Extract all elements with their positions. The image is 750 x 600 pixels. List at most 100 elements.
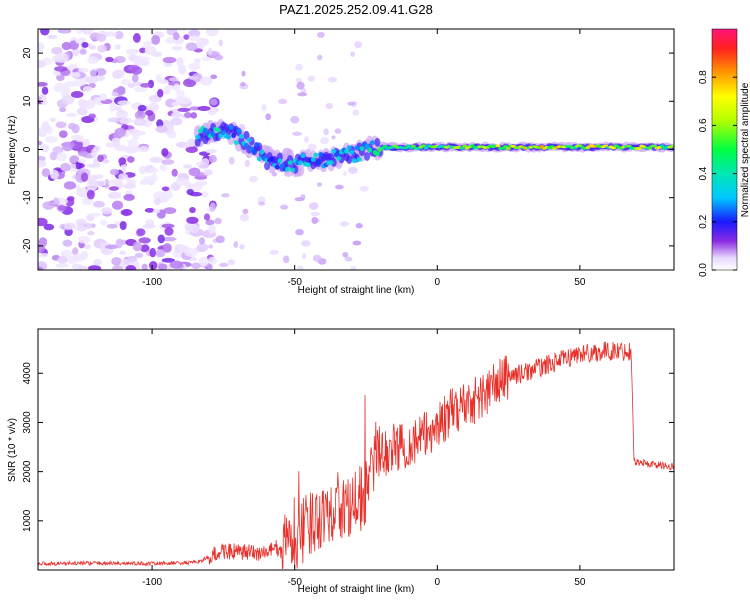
heatmap-cell [218,39,223,47]
heatmap-cell [200,191,209,198]
heatmap-cell [162,56,177,64]
heatmap-cell [183,164,192,169]
heatmap-cell [342,170,347,176]
heatmap-cell [87,212,101,217]
heatmap-cell [123,193,135,201]
heatmap-ridge-cell [495,144,501,148]
heatmap-cell [248,175,259,183]
spectrogram-panel: -100 -50 0 50 20 10 0 -10 -20 Height of straigh… [7,28,675,296]
heatmap-cell [92,200,106,208]
heatmap-cell [50,169,59,180]
heatmap-cell [331,135,336,140]
spectrogram-y-tick-label: 0 [22,146,33,152]
heatmap-ridge-cell [469,144,475,148]
heatmap-cell [38,81,48,87]
heatmap-cell [155,249,166,258]
heatmap-cell [63,81,77,88]
heatmap-cell [38,140,43,146]
heatmap-cell [57,29,72,34]
heatmap-ridge-cell [423,146,429,150]
heatmap-cell [60,249,73,258]
heatmap-cell [143,41,153,46]
snr-x-tick-label: -50 [287,577,302,588]
heatmap-cell [75,218,87,227]
heatmap-cell [79,48,87,55]
heatmap-cell [118,157,127,165]
heatmap-cell [194,58,201,64]
snr-y-tick-label: 2000 [22,460,33,483]
heatmap-cell [127,156,135,163]
heatmap-cell [145,109,154,116]
snr-y-ticks: 1000 2000 3000 4000 [22,362,674,532]
heatmap-cell [157,89,164,98]
heatmap-cell [54,66,68,72]
heatmap-cell [157,246,165,251]
heatmap-cell [108,186,119,191]
heatmap-cell [83,99,96,110]
heatmap-cell [171,168,178,177]
heatmap-ridge-cell [354,145,360,151]
heatmap-ridge-cell [670,144,674,148]
heatmap-cell [94,75,106,82]
heatmap-cell [86,163,101,168]
heatmap-ridge-cell [210,131,216,137]
heatmap-cell [130,66,143,75]
heatmap-cell [51,46,63,55]
snr-x-tick-label: -100 [142,577,162,588]
heatmap-cell [186,216,199,224]
heatmap-cell [125,147,139,154]
heatmap-cell [141,263,148,270]
heatmap-cell [208,154,217,163]
snr-series-line [38,341,674,569]
heatmap-cell [115,238,124,249]
heatmap-cell [161,223,175,229]
heatmap-ridge-cell [246,137,252,143]
heatmap-cell [199,76,213,86]
heatmap-cell [311,216,318,225]
heatmap-ridge-cell [195,134,201,140]
heatmap-cell [60,162,71,172]
heatmap-cell [278,98,288,105]
heatmap-cell [209,202,216,212]
spectrogram-y-tick-label: 20 [22,47,33,59]
heatmap-cell [82,86,93,93]
heatmap-cell [99,93,108,101]
heatmap-cell [122,183,136,189]
heatmap-cell [81,41,89,48]
heatmap-cell [197,105,211,111]
heatmap-ridge-cell [238,133,244,139]
heatmap-ridge-cell [636,147,642,150]
heatmap-cell [168,77,179,82]
heatmap-cell [300,240,311,247]
heatmap-cell [46,34,58,40]
heatmap-cell [189,224,200,234]
heatmap-cell [63,222,76,230]
heatmap-cell [87,231,95,236]
heatmap-cell [117,109,126,115]
heatmap-cell [214,217,222,225]
spectrogram-y-tick-label: -10 [22,190,33,205]
heatmap-ridge-cell [364,144,370,149]
heatmap-cell [347,101,356,106]
heatmap-cell [59,130,68,138]
heatmap-cell [215,235,225,244]
spectrogram-y-label: Frequency (Hz) [7,116,18,185]
heatmap-cell [71,254,85,262]
heatmap-cell [162,236,177,242]
heatmap-ridge-cell [297,160,303,166]
heatmap-cell [312,254,322,262]
heatmap-cell [70,134,84,141]
heatmap-ridge-cell [421,144,427,148]
heatmap-cell [133,86,148,93]
heatmap-cell [165,37,175,44]
heatmap-cell [196,243,209,252]
heatmap-cell [149,168,159,173]
heatmap-cell [159,164,168,172]
heatmap-cell [139,179,149,185]
heatmap-cell [116,69,125,78]
heatmap-cell [70,90,84,99]
heatmap-cell [265,113,271,121]
heatmap-cell [55,121,67,129]
heatmap-cell [206,29,214,36]
heatmap-cell [38,60,46,69]
